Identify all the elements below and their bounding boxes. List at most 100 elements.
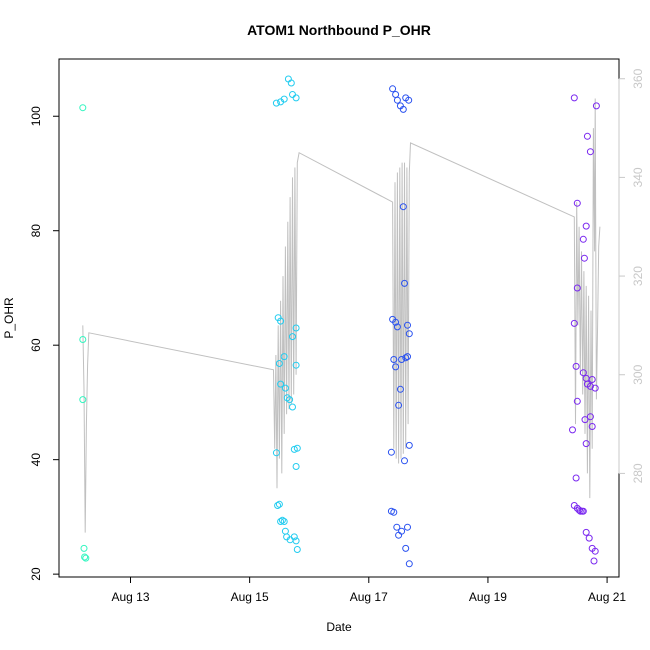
data-point-series-1	[79, 396, 87, 404]
data-point-series-2	[280, 353, 288, 361]
y-axis: 20 40 60 80 100	[29, 106, 60, 581]
data-point-series-3	[390, 508, 398, 516]
data-point-series-2	[293, 444, 301, 452]
value-line-layer	[82, 98, 601, 533]
y-tick-label: 60	[29, 338, 43, 352]
data-point-series-3	[404, 523, 411, 531]
data-point-series-3	[398, 527, 406, 535]
data-point-series-4	[592, 102, 600, 110]
y2-tick-label: 320	[631, 266, 645, 286]
data-point-series-3	[401, 457, 408, 465]
data-point-series-3	[405, 560, 413, 568]
data-point-series-2	[277, 380, 285, 388]
data-point-series-4	[573, 284, 581, 292]
x-axis-label: Date	[326, 620, 352, 634]
data-point-series-4	[591, 384, 599, 392]
data-point-series-4	[588, 423, 596, 430]
data-point-series-2	[292, 324, 300, 332]
chart-title: ATOM1 Northbound P_OHR	[247, 22, 431, 38]
data-point-series-3	[392, 363, 400, 371]
data-point-series-3	[392, 318, 400, 326]
data-point-series-3	[405, 330, 413, 338]
data-point-series-2	[280, 95, 288, 103]
data-point-series-3	[393, 96, 401, 104]
y2-tick-label: 340	[631, 167, 645, 187]
data-point-series-2	[292, 463, 300, 470]
x-axis: Aug 13 Aug 15 Aug 17 Aug 19 Aug 21	[111, 576, 626, 604]
y-tick-label: 80	[29, 224, 43, 238]
data-point-series-4	[572, 362, 580, 370]
data-point-series-3	[393, 323, 401, 331]
x-tick-label: Aug 19	[469, 590, 507, 604]
data-point-series-4	[582, 440, 590, 448]
data-point-series-4	[570, 319, 578, 327]
data-point-series-4	[579, 235, 587, 243]
value-line	[82, 98, 601, 533]
data-point-series-2	[272, 99, 280, 107]
data-point-series-2	[292, 361, 300, 369]
x-tick-label: Aug 21	[588, 590, 626, 604]
data-point-series-3	[402, 354, 410, 362]
data-point-series-1	[81, 553, 89, 561]
data-point-series-2	[293, 546, 301, 553]
y-tick-label: 20	[29, 567, 43, 581]
data-point-series-2	[289, 91, 296, 98]
data-point-series-3	[395, 531, 403, 539]
data-point-series-3	[405, 441, 413, 449]
data-point-series-3	[390, 356, 398, 363]
plot-area	[58, 58, 620, 578]
data-point-series-4	[582, 528, 590, 536]
data-point-series-4	[582, 222, 590, 230]
data-point-series-3	[398, 356, 406, 363]
data-point-series-2	[272, 449, 280, 457]
data-point-series-4	[588, 376, 596, 383]
data-point-series-4	[569, 426, 576, 434]
x-tick-label: Aug 13	[111, 590, 149, 604]
data-point-series-2	[281, 384, 289, 392]
data-point-series-3	[404, 353, 411, 361]
data-point-series-3	[399, 203, 407, 211]
data-point-series-4	[585, 534, 593, 542]
y-axis-label: P_OHR	[2, 297, 16, 339]
data-point-series-4	[579, 507, 587, 515]
data-point-series-4	[591, 547, 599, 555]
data-point-series-2	[275, 360, 283, 367]
data-point-series-2	[290, 533, 298, 541]
data-point-series-4	[573, 397, 581, 405]
data-point-series-3	[389, 85, 397, 93]
data-point-series-3	[404, 321, 411, 329]
data-point-series-3	[399, 105, 407, 113]
data-point-series-2	[289, 403, 296, 411]
data-point-series-3	[392, 91, 400, 98]
data-point-series-4	[586, 148, 594, 156]
data-point-series-2	[278, 516, 286, 524]
data-point-series-3	[395, 401, 403, 409]
data-point-series-4	[572, 474, 580, 482]
data-point-series-2	[292, 537, 300, 545]
data-point-series-1	[79, 336, 87, 343]
data-point-series-4	[586, 382, 594, 390]
data-point-series-1	[82, 554, 90, 562]
data-point-series-4	[573, 199, 581, 207]
data-point-series-2	[289, 333, 296, 341]
data-point-series-3	[401, 279, 408, 287]
x-tick-label: Aug 17	[350, 590, 388, 604]
data-point-series-2	[277, 518, 285, 525]
data-point-series-2	[280, 518, 288, 525]
data-point-series-4	[581, 416, 589, 424]
data-point-series-3	[405, 96, 413, 104]
data-point-series-4	[590, 557, 598, 565]
y2-tick-label: 360	[631, 68, 645, 88]
data-point-series-2	[277, 317, 285, 325]
data-point-series-4	[570, 94, 578, 102]
data-point-series-3	[396, 385, 404, 393]
data-point-series-2	[274, 502, 282, 509]
y-tick-label: 40	[29, 453, 43, 467]
data-point-series-1	[80, 544, 88, 552]
y2-tick-label: 280	[631, 463, 645, 483]
data-point-series-2	[292, 94, 300, 102]
data-point-series-2	[281, 527, 289, 535]
data-point-series-2	[287, 79, 295, 87]
points-layer	[79, 75, 600, 568]
